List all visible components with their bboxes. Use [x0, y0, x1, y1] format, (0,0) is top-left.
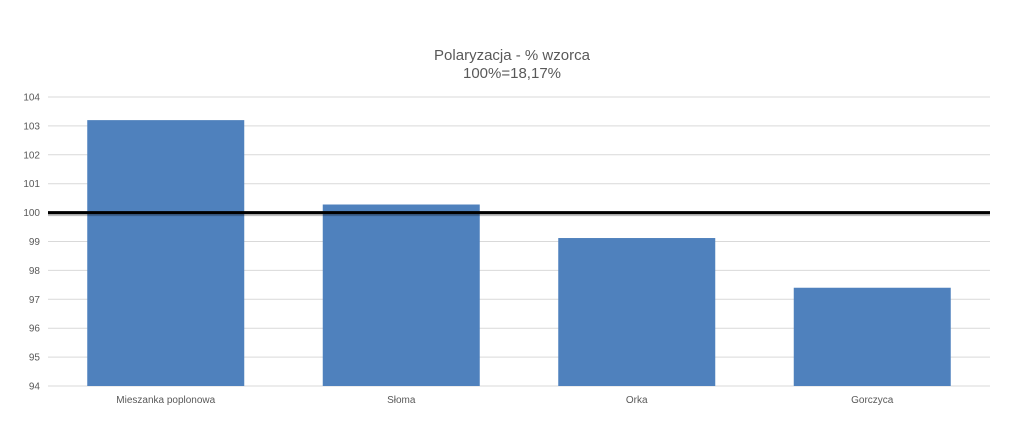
category-labels: Mieszanka poplonowa Słoma Orka Gorczyca — [116, 395, 894, 406]
category-label: Mieszanka poplonowa — [116, 395, 215, 406]
bars — [87, 120, 951, 387]
y-tick-label: 97 — [29, 295, 41, 306]
bar — [793, 287, 951, 386]
y-tick-label: 102 — [23, 150, 40, 161]
y-tick-label: 95 — [29, 353, 41, 364]
y-tick-label: 94 — [29, 382, 41, 393]
y-tick-label: 100 — [23, 208, 40, 219]
y-tick-label: 104 — [23, 93, 40, 104]
bar — [322, 204, 480, 386]
y-tick-label: 103 — [23, 121, 40, 132]
y-tick-label: 99 — [29, 237, 41, 248]
bar — [558, 238, 716, 386]
bar — [87, 120, 245, 387]
chart-title: Polaryzacja - % wzorca — [434, 47, 591, 64]
reference-line-layer — [48, 211, 990, 217]
category-label: Słoma — [387, 395, 416, 406]
y-tick-label: 98 — [29, 266, 41, 277]
category-label: Gorczyca — [851, 395, 894, 406]
y-tick-label: 101 — [23, 179, 40, 190]
category-label: Orka — [626, 395, 648, 406]
chart-subtitle: 100%=18,17% — [463, 65, 561, 82]
y-tick-label: 96 — [29, 324, 41, 335]
y-tick-labels: 94 95 96 97 98 99 100 101 102 103 104 — [23, 93, 40, 393]
